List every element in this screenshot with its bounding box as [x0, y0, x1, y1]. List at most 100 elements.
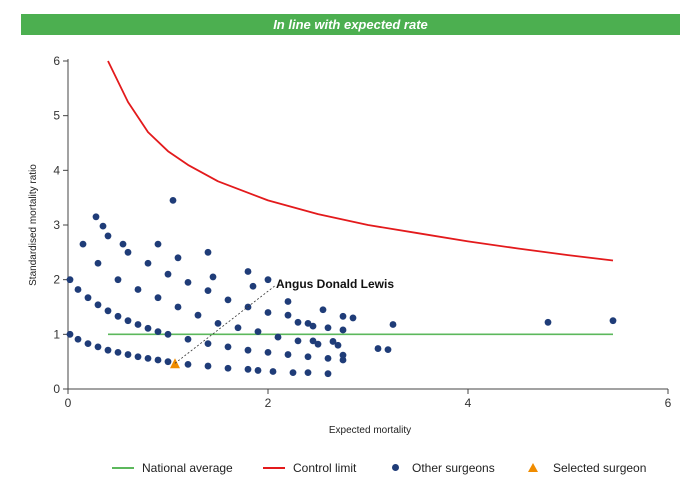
- other-surgeon-point: [334, 341, 342, 349]
- status-banner: In line with expected rate: [21, 14, 680, 35]
- other-surgeon-point: [204, 248, 212, 256]
- other-surgeon-point: [164, 270, 172, 278]
- x-tick-label: 0: [65, 396, 72, 410]
- other-surgeon-point: [324, 370, 332, 378]
- other-surgeon-point: [224, 343, 232, 351]
- other-surgeon-point: [92, 213, 100, 221]
- other-surgeon-point: [374, 345, 382, 352]
- other-surgeon-point: [184, 361, 192, 368]
- x-tick-label: 6: [665, 396, 672, 410]
- other-surgeon-point: [314, 340, 322, 348]
- other-surgeon-point: [384, 346, 392, 354]
- other-surgeon-point: [66, 330, 74, 338]
- control-limit-line: [107, 60, 614, 262]
- x-tick-label: 4: [465, 396, 472, 410]
- other-surgeon-point: [114, 276, 122, 284]
- other-surgeon-point: [144, 324, 152, 332]
- other-surgeon-point: [94, 259, 102, 267]
- other-surgeon-point: [164, 330, 172, 338]
- other-surgeon-point: [164, 358, 172, 366]
- other-surgeon-point: [194, 311, 202, 319]
- status-banner-text: In line with expected rate: [273, 17, 428, 32]
- annotation-leader-line: [174, 284, 277, 364]
- other-surgeon-point: [184, 335, 192, 343]
- other-surgeon-point: [184, 279, 192, 286]
- other-surgeon-point: [339, 351, 347, 359]
- legend-triangle-swatch: [528, 463, 538, 472]
- other-surgeon-point: [319, 306, 327, 314]
- other-surgeon-point: [124, 248, 132, 256]
- other-surgeon-point: [66, 276, 74, 284]
- other-surgeon-point: [309, 322, 317, 330]
- other-surgeon-point: [124, 351, 132, 358]
- legend-line-swatch: [112, 467, 134, 469]
- other-surgeon-point: [79, 240, 87, 248]
- other-surgeon-point: [204, 362, 212, 370]
- other-surgeon-point: [99, 222, 107, 230]
- other-surgeon-point: [244, 268, 252, 275]
- other-surgeon-point: [94, 343, 102, 351]
- other-surgeon-point: [294, 337, 302, 345]
- other-surgeon-point: [294, 318, 302, 326]
- other-surgeon-point: [84, 340, 92, 348]
- other-surgeon-point: [154, 356, 162, 364]
- other-surgeon-point: [254, 328, 262, 335]
- other-surgeon-point: [274, 333, 282, 341]
- y-axis-label: Standardised mortality ratio: [28, 164, 39, 286]
- other-surgeon-point: [264, 276, 272, 284]
- selected-surgeon-label: Angus Donald Lewis: [276, 277, 394, 291]
- other-surgeon-point: [94, 301, 102, 309]
- y-tick-label: 4: [53, 163, 60, 177]
- x-axis-label: Expected mortality: [329, 425, 411, 436]
- other-surgeon-point: [269, 368, 277, 375]
- legend-label: National average: [142, 461, 233, 475]
- other-surgeon-point: [74, 286, 82, 293]
- other-surgeon-point: [144, 259, 152, 267]
- other-surgeon-point: [284, 351, 292, 358]
- annotations: Angus Donald Lewis: [174, 277, 394, 364]
- other-surgeon-point: [84, 294, 92, 302]
- other-surgeon-point: [134, 353, 142, 361]
- other-surgeon-point: [224, 364, 232, 372]
- other-surgeon-point: [284, 311, 292, 319]
- other-surgeon-point: [144, 354, 152, 362]
- other-surgeon-point: [104, 346, 112, 354]
- other-surgeon-point: [339, 356, 347, 364]
- other-surgeon-point: [389, 321, 397, 328]
- legend-label: Control limit: [293, 461, 357, 475]
- legend-label: Other surgeons: [412, 461, 495, 475]
- other-surgeon-point: [304, 369, 312, 376]
- other-surgeon-point: [324, 324, 332, 332]
- other-surgeon-point: [339, 312, 347, 320]
- other-surgeon-point: [264, 309, 272, 316]
- other-surgeon-point: [244, 346, 252, 354]
- y-tick-label: 0: [53, 382, 60, 396]
- legend-line-swatch: [263, 467, 285, 469]
- other-surgeon-point: [304, 353, 312, 361]
- other-surgeon-point: [304, 320, 312, 327]
- other-surgeon-point: [254, 367, 262, 374]
- series-points: [66, 197, 617, 378]
- x-tick-label: 2: [265, 396, 272, 410]
- legend-dot-swatch: [392, 464, 399, 471]
- series-lines: [107, 60, 614, 336]
- other-surgeon-point: [134, 321, 142, 328]
- other-surgeon-point: [349, 314, 357, 322]
- other-surgeon-point: [154, 240, 162, 248]
- other-surgeon-point: [324, 354, 332, 362]
- other-surgeon-point: [339, 326, 347, 334]
- other-surgeon-point: [609, 317, 617, 325]
- other-surgeon-point: [224, 296, 232, 304]
- other-surgeon-point: [244, 365, 252, 373]
- y-tick-label: 6: [53, 54, 60, 68]
- other-surgeon-point: [114, 312, 122, 320]
- other-surgeon-point: [174, 254, 182, 262]
- other-surgeon-point: [234, 324, 242, 332]
- legend-label: Selected surgeon: [553, 461, 647, 475]
- other-surgeon-point: [544, 318, 552, 326]
- y-tick-label: 3: [53, 218, 60, 232]
- other-surgeon-point: [249, 282, 257, 290]
- other-surgeon-point: [309, 337, 317, 345]
- other-surgeon-point: [104, 232, 112, 240]
- other-surgeon-point: [169, 197, 177, 204]
